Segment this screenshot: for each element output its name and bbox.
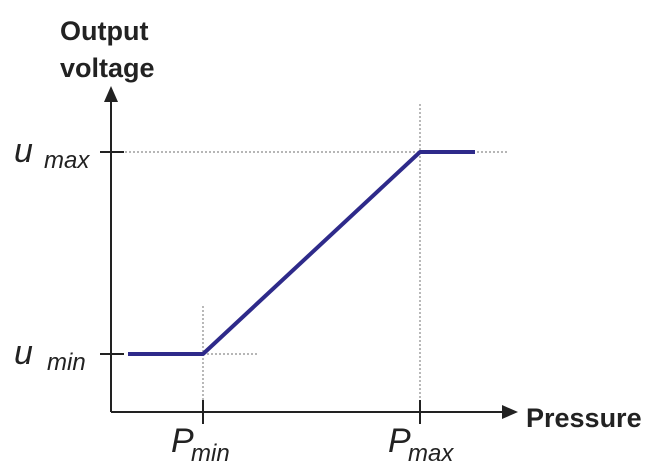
y-axis-title-line-2: voltage: [60, 53, 155, 83]
y-tick-label: u: [14, 132, 33, 170]
x-tick-label: P: [388, 422, 411, 460]
y-tick-label-subscript: min: [47, 349, 86, 376]
x-axis-title: Pressure: [526, 403, 642, 433]
y-axis-title-line-1: Output: [60, 16, 148, 46]
y-axis-arrow-icon: [104, 86, 118, 102]
y-tick-label-subscript: max: [44, 147, 90, 174]
series-line: [128, 150, 475, 356]
x-axis-arrow-icon: [502, 405, 518, 419]
y-tick-label: u: [14, 334, 33, 372]
x-tick-label-subscript: max: [408, 440, 454, 464]
x-tick-label: P: [171, 422, 194, 460]
x-tick-label-subscript: min: [191, 440, 230, 464]
